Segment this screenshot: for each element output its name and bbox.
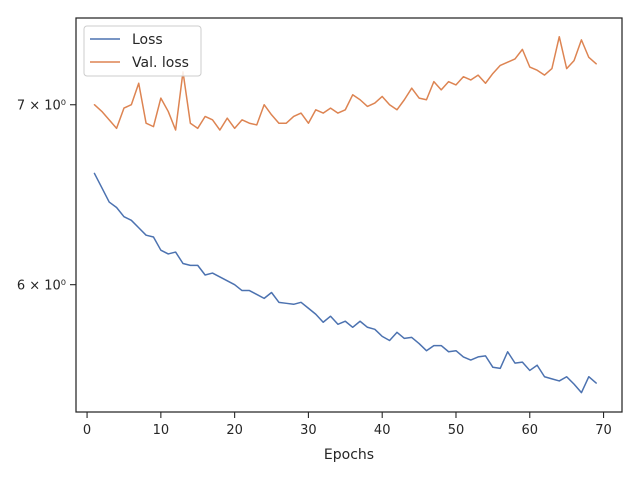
- series-line-val-loss: [93, 35, 597, 131]
- series-line-loss: [93, 172, 597, 394]
- y-axis: 6 × 10⁰ 7 × 10⁰: [17, 99, 76, 294]
- y-tick-label: 6 × 10⁰: [17, 279, 66, 294]
- x-tick-label: 0: [83, 423, 91, 438]
- legend-entry: Loss: [132, 32, 163, 48]
- x-tick-label: 10: [153, 423, 170, 438]
- y-tick-label: 7 × 10⁰: [17, 99, 66, 114]
- x-axis-label: Epochs: [324, 447, 374, 463]
- x-tick-label: 20: [226, 423, 243, 438]
- x-tick-label: 70: [595, 423, 612, 438]
- x-tick-label: 30: [300, 423, 317, 438]
- x-tick-label: 50: [448, 423, 465, 438]
- legend: Loss Val. loss: [83, 25, 202, 77]
- x-tick-label: 60: [521, 423, 538, 438]
- x-tick-label: 40: [374, 423, 391, 438]
- legend-entry: Val. loss: [132, 55, 189, 71]
- x-axis: 0 10 20 30 40 50 60 70: [83, 412, 612, 438]
- axes-frame: [75, 17, 623, 413]
- series-layer: [93, 35, 597, 394]
